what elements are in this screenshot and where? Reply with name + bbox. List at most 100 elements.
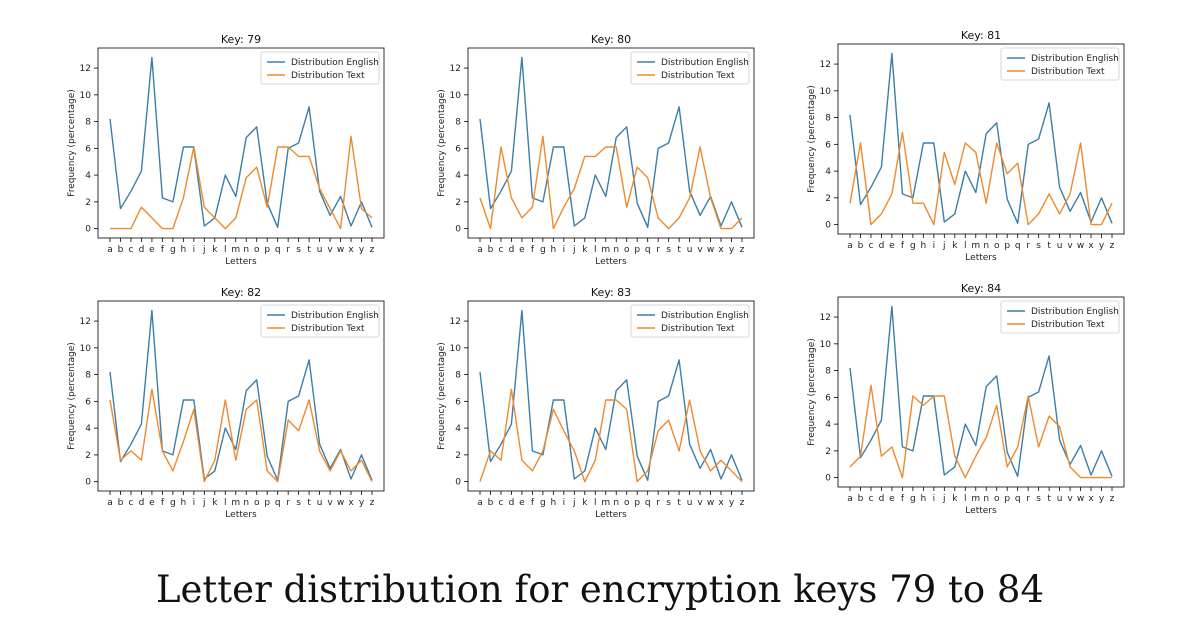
legend-entry: Distribution Text xyxy=(291,324,365,334)
x-tick-label: l xyxy=(594,498,597,508)
x-tick-label: d xyxy=(509,245,515,255)
x-tick-label: o xyxy=(254,498,260,508)
y-tick-label: 6 xyxy=(85,144,91,154)
chart-title: Key: 83 xyxy=(591,286,631,299)
x-tick-label: e xyxy=(889,494,895,504)
y-tick-label: 0 xyxy=(455,478,461,488)
plot-frame xyxy=(837,296,1125,488)
x-tick-label: j xyxy=(572,498,576,508)
x-tick-label: o xyxy=(994,241,1000,251)
y-tick-label: 4 xyxy=(85,171,91,181)
x-tick-label: h xyxy=(181,245,187,255)
x-tick-label: n xyxy=(983,241,989,251)
figure-caption: Letter distribution for encryption keys … xyxy=(155,568,1045,611)
x-tick-label: u xyxy=(687,498,693,508)
x-tick-label: j xyxy=(202,245,206,255)
line-chart: Key: 79 0 2 4 6 8 10 12 a b c d e f g h i j k l m n o p q r s t u v w x… xyxy=(67,33,385,267)
x-tick-label: r xyxy=(286,245,290,255)
x-tick-label: n xyxy=(613,498,619,508)
x-tick-label: c xyxy=(498,498,503,508)
line-chart: Key: 84 0 2 4 6 8 10 12 a b c d e f g h i j k l m n o p q r s t u v w x… xyxy=(807,282,1125,516)
x-tick-label: i xyxy=(193,498,196,508)
x-tick-label: p xyxy=(264,245,270,255)
x-tick-label: c xyxy=(128,245,133,255)
y-tick-label: 10 xyxy=(80,91,92,101)
y-tick-label: 8 xyxy=(825,114,831,124)
x-axis-label: Letters xyxy=(225,510,257,520)
plot-frame xyxy=(97,300,385,492)
y-tick-label: 8 xyxy=(85,371,91,381)
x-tick-label: m xyxy=(231,498,240,508)
x-tick-label: h xyxy=(551,498,557,508)
x-tick-label: b xyxy=(858,241,864,251)
x-tick-label: v xyxy=(1067,494,1073,504)
x-tick-label: f xyxy=(531,245,535,255)
x-tick-label: i xyxy=(563,498,566,508)
x-tick-label: w xyxy=(707,245,714,255)
x-tick-label: y xyxy=(729,245,735,255)
legend-box xyxy=(1000,300,1120,334)
x-tick-label: a xyxy=(107,245,113,255)
series-line-text xyxy=(479,135,743,230)
x-tick-label: x xyxy=(1088,494,1094,504)
y-tick-label: 6 xyxy=(455,397,461,407)
x-tick-label: p xyxy=(264,498,270,508)
series-line-english xyxy=(479,56,743,229)
y-tick-label: 2 xyxy=(85,198,91,208)
series-line-english xyxy=(849,52,1113,225)
x-tick-label: s xyxy=(1036,241,1041,251)
x-tick-label: q xyxy=(275,245,281,255)
x-tick-label: p xyxy=(634,498,640,508)
legend-entry: Distribution English xyxy=(661,311,749,321)
x-tick-label: q xyxy=(645,498,651,508)
line-chart: Key: 80 0 2 4 6 8 10 12 a b c d e f g h i j k l m n o p q r s t u v w x… xyxy=(437,33,755,267)
x-tick-label: i xyxy=(193,245,196,255)
x-tick-label: z xyxy=(1110,241,1115,251)
legend-entry: Distribution English xyxy=(661,58,749,68)
x-tick-label: u xyxy=(317,245,323,255)
y-axis-label: Frequency (percentage) xyxy=(437,89,447,197)
x-tick-label: r xyxy=(1026,494,1030,504)
x-tick-label: n xyxy=(983,494,989,504)
legend-entry: Distribution English xyxy=(1031,54,1119,64)
series-line-english xyxy=(109,309,373,482)
x-tick-label: w xyxy=(1077,241,1084,251)
y-tick-label: 8 xyxy=(455,118,461,128)
x-tick-label: x xyxy=(718,498,724,508)
x-tick-label: o xyxy=(254,245,260,255)
x-tick-label: k xyxy=(582,245,588,255)
x-tick-label: l xyxy=(964,241,967,251)
x-tick-label: l xyxy=(224,245,227,255)
y-tick-label: 0 xyxy=(455,225,461,235)
x-tick-label: u xyxy=(687,245,693,255)
x-tick-label: r xyxy=(656,498,660,508)
x-axis-label: Letters xyxy=(965,253,997,263)
legend-entry: Distribution Text xyxy=(291,71,365,81)
x-tick-label: p xyxy=(634,245,640,255)
line-chart: Key: 82 0 2 4 6 8 10 12 a b c d e f g h i j k l m n o p q r s t u v w x… xyxy=(67,286,385,520)
x-tick-label: d xyxy=(139,245,145,255)
x-tick-label: e xyxy=(149,498,155,508)
x-tick-label: z xyxy=(370,245,375,255)
x-tick-label: s xyxy=(296,245,301,255)
x-tick-label: h xyxy=(551,245,557,255)
chart-title: Key: 82 xyxy=(221,286,261,299)
x-tick-label: n xyxy=(243,245,249,255)
x-tick-label: e xyxy=(889,241,895,251)
y-tick-label: 2 xyxy=(455,451,461,461)
x-tick-label: d xyxy=(139,498,145,508)
x-axis-label: Letters xyxy=(595,510,627,520)
plot-frame xyxy=(467,47,755,239)
chart-panel-key-81: Key: 81 0 2 4 6 8 10 12 a b c d e f g h i j k l m n o p q r s t u v w x… xyxy=(772,26,1152,286)
x-tick-label: g xyxy=(910,494,916,504)
chart-title: Key: 84 xyxy=(961,282,1001,295)
x-tick-label: k xyxy=(952,494,958,504)
x-tick-label: m xyxy=(971,494,980,504)
legend-entry: Distribution Text xyxy=(661,324,735,334)
chart-panel-key-82: Key: 82 0 2 4 6 8 10 12 a b c d e f g h i j k l m n o p q r s t u v w x… xyxy=(32,283,412,543)
chart-grid: Key: 79 0 2 4 6 8 10 12 a b c d e f g h i j k l m n o p q r s t u v w x… xyxy=(32,26,1152,543)
x-tick-label: x xyxy=(348,245,354,255)
y-tick-label: 12 xyxy=(450,64,461,74)
y-axis-label: Frequency (percentage) xyxy=(807,338,817,446)
y-axis-label: Frequency (percentage) xyxy=(67,342,77,450)
